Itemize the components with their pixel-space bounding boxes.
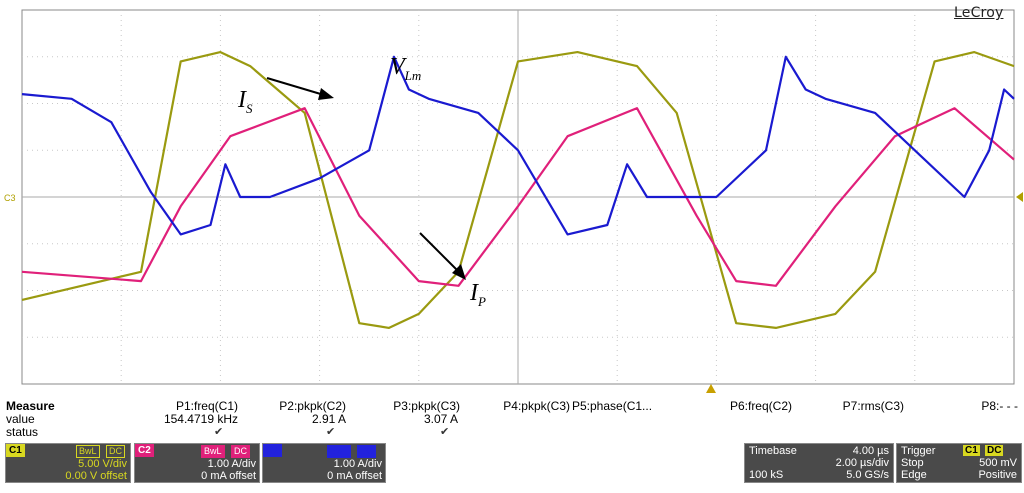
param-value: 2.91 A — [311, 412, 346, 426]
timebase-scale: 2.00 µs/div — [835, 457, 889, 469]
trigger-level-marker — [1016, 192, 1023, 202]
series-line-c2 — [21, 107, 1015, 287]
annotation-arrow-head — [452, 264, 466, 280]
annotation-label: IP — [469, 280, 486, 309]
trigger-type: Edge — [901, 469, 927, 481]
annotation-arrow-head — [318, 88, 334, 100]
channel-offset: 0 mA offset — [201, 470, 256, 482]
annotation-arrow-shaft — [266, 77, 325, 96]
channel-c1-box[interactable]: C1 BwL DC 5.00 V/div 0.00 V offset — [5, 443, 131, 483]
timebase-box[interactable]: Timebase 4.00 µs 2.00 µs/div 100 kS 5.0 … — [744, 443, 894, 483]
timebase-rate: 5.0 GS/s — [846, 469, 889, 481]
timebase-samples: 100 kS — [749, 469, 784, 481]
param-name[interactable]: P6:freq(C2) — [729, 399, 792, 413]
param-name[interactable]: P1:freq(C1) — [175, 399, 238, 413]
param-name[interactable]: P8:- - - — [981, 399, 1018, 413]
trigger-label: Trigger — [901, 445, 936, 457]
trigger-slope: Positive — [978, 469, 1017, 481]
channel-scale: 5.00 V/div — [78, 458, 127, 470]
trigger-position-marker — [706, 384, 716, 393]
param-name[interactable]: P4:pkpk(C3) — [503, 399, 570, 413]
timebase-delay: 4.00 µs — [852, 445, 889, 457]
series-line-c3 — [21, 55, 1015, 236]
param-name[interactable]: P2:pkpk(C2) — [279, 399, 346, 413]
channel-c3-tag: C3 — [263, 444, 282, 457]
trigger-box[interactable]: Trigger C1 DC Stop 500 mV Edge Positive — [896, 443, 1022, 483]
channel-offset: 0 mA offset — [327, 470, 382, 482]
brand-logo: LeCroy — [954, 5, 1004, 21]
channel-c2-tag: C2 — [135, 444, 154, 457]
coupling-badge: DC — [106, 445, 125, 458]
param-name[interactable]: P7:rms(C3) — [842, 399, 904, 413]
bw-limit-badge: BwL — [327, 445, 351, 458]
bw-limit-badge: BwL — [201, 445, 225, 458]
channel-scale: 1.00 A/div — [207, 458, 256, 470]
channel-c2-box[interactable]: C2 BwL DC 1.00 A/div 0 mA offset — [134, 443, 260, 483]
series-line-c1 — [21, 50, 1015, 329]
measure-panel: Measure value status P1:freq(C1) 154.471… — [0, 397, 1024, 439]
bw-limit-badge: BwL — [76, 445, 100, 458]
channel-c3-box[interactable]: C3 BwL DC 1.00 A/div 0 mA offset — [262, 443, 386, 483]
channel-offset: 0.00 V offset — [65, 470, 127, 482]
status-check-icon: ✔ — [214, 426, 224, 438]
trigger-coupling-badge: DC — [985, 445, 1004, 456]
param-value: 154.4719 kHz — [163, 412, 238, 426]
status-check-icon: ✔ — [440, 426, 450, 438]
measure-status-label: status — [6, 425, 39, 439]
param-value: 3.07 A — [423, 412, 458, 426]
trigger-source-badge: C1 — [963, 445, 980, 456]
measure-value-label: value — [6, 412, 35, 426]
param-name[interactable]: P3:pkpk(C3) — [393, 399, 460, 413]
trigger-mode: Stop — [901, 457, 924, 469]
annotation-arrow-shaft — [419, 232, 460, 273]
measure-header: Measure — [6, 399, 55, 413]
status-check-icon: ✔ — [326, 426, 336, 438]
channel-scale: 1.00 A/div — [333, 458, 382, 470]
annotation-label: VLm — [390, 54, 421, 83]
trigger-level: 500 mV — [979, 457, 1017, 469]
coupling-badge: DC — [231, 445, 250, 458]
coupling-badge: DC — [357, 445, 376, 458]
channel-c1-tag: C1 — [6, 444, 25, 457]
channel-marker-label: C3 — [4, 193, 16, 203]
param-name[interactable]: P5:phase(C1... — [572, 399, 653, 413]
oscilloscope-display: C3 IS VLm IP LeCroy — [4, 5, 1023, 393]
timebase-label: Timebase — [749, 445, 797, 457]
waveform-plot: C3 IS VLm IP — [4, 9, 1023, 393]
annotation-label: IS — [237, 87, 253, 116]
